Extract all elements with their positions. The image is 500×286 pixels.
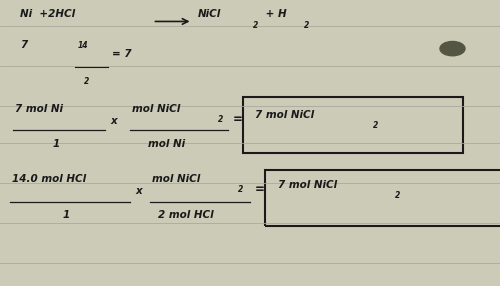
Text: Ni  +2HCl: Ni +2HCl (20, 9, 75, 19)
Text: = 7: = 7 (112, 49, 132, 59)
Text: x: x (135, 186, 142, 196)
Text: =: = (232, 113, 242, 126)
Text: 2: 2 (304, 21, 309, 30)
Circle shape (440, 41, 465, 56)
Text: 7 mol NiCl: 7 mol NiCl (255, 110, 314, 120)
Text: 2: 2 (238, 186, 243, 194)
Text: mol NiCl: mol NiCl (152, 174, 201, 184)
Text: NiCl: NiCl (198, 9, 221, 19)
Text: 7: 7 (20, 40, 27, 50)
Text: 2 mol HCl: 2 mol HCl (158, 210, 213, 220)
Text: 14.0 mol HCl: 14.0 mol HCl (12, 174, 86, 184)
Text: 2: 2 (218, 116, 223, 124)
Text: 2: 2 (84, 77, 89, 86)
Text: 1: 1 (62, 210, 70, 220)
Text: 1: 1 (52, 139, 60, 149)
Text: 2: 2 (395, 191, 400, 200)
Text: 7 mol Ni: 7 mol Ni (15, 104, 63, 114)
Text: 2: 2 (252, 21, 258, 30)
Text: x: x (110, 116, 117, 126)
Text: mol Ni: mol Ni (148, 139, 184, 149)
Text: + H: + H (262, 9, 287, 19)
Text: 2: 2 (372, 121, 378, 130)
Text: 7 mol NiCl: 7 mol NiCl (278, 180, 336, 190)
Text: =: = (255, 183, 265, 196)
Text: 14: 14 (78, 41, 88, 50)
Text: mol NiCl: mol NiCl (132, 104, 181, 114)
